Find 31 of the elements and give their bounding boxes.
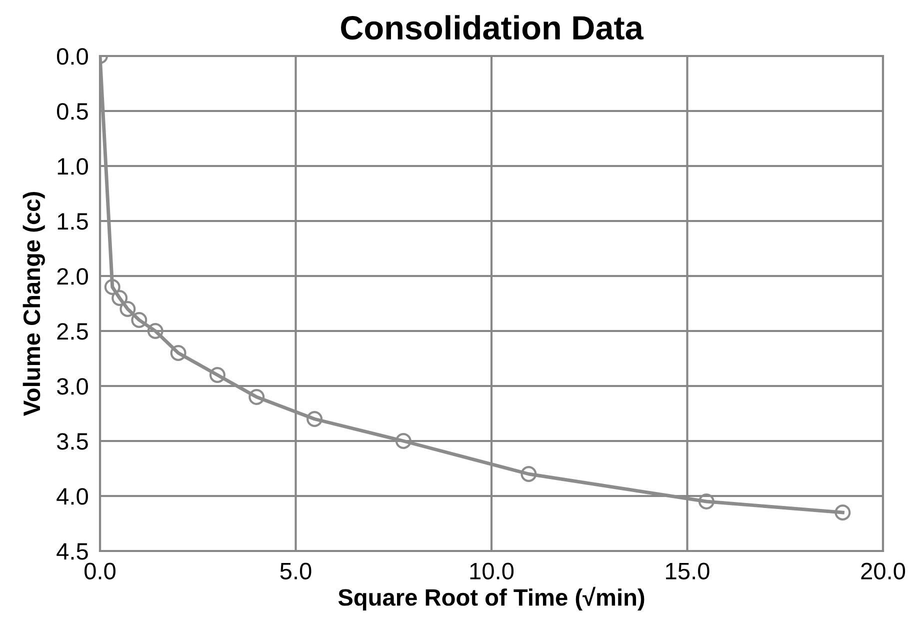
point bbox=[120, 301, 136, 317]
y-tick-label: 1.5 bbox=[58, 213, 88, 230]
point bbox=[170, 345, 186, 361]
point bbox=[131, 312, 148, 328]
point bbox=[104, 279, 120, 295]
x-tick-label: 10.0 bbox=[470, 562, 514, 580]
x-tick-label: 20.0 bbox=[861, 562, 906, 580]
y-tick-label: 2.5 bbox=[57, 323, 88, 340]
point bbox=[520, 466, 537, 482]
y-tick-label: 4.0 bbox=[56, 488, 88, 505]
y-tick-label: 0.0 bbox=[56, 48, 88, 65]
point bbox=[395, 433, 412, 449]
point bbox=[834, 504, 851, 520]
x-tick-label: 5.0 bbox=[280, 562, 312, 580]
y-tick-label: 2.0 bbox=[57, 268, 88, 285]
point bbox=[147, 323, 164, 339]
y-tick-label: 1.0 bbox=[58, 158, 88, 175]
point bbox=[248, 389, 265, 405]
x-tick-label: 0.0 bbox=[84, 562, 116, 580]
x-tick-label: 15.0 bbox=[666, 562, 710, 580]
y-tick-label: 0.5 bbox=[56, 103, 88, 120]
y-tick-label: 4.5 bbox=[56, 543, 88, 560]
y-tick-label: 3.0 bbox=[56, 378, 88, 395]
point bbox=[209, 367, 226, 383]
y-axis-title: Volume Change (cc) bbox=[22, 192, 45, 416]
chart-title: Consolidation Data bbox=[341, 15, 644, 40]
y-tick-label: 3.5 bbox=[56, 433, 88, 450]
point bbox=[112, 290, 128, 306]
point bbox=[306, 411, 323, 427]
point bbox=[698, 494, 714, 510]
x-axis-title: Square Root of Time (√min) bbox=[338, 586, 644, 610]
